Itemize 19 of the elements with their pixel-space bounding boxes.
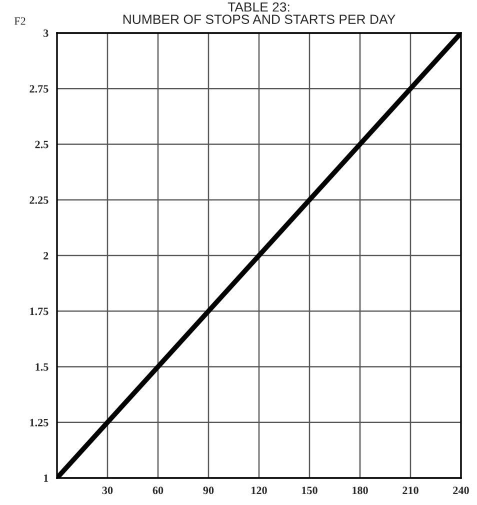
x-tick-label: 180 — [352, 486, 368, 494]
x-tick-label: 120 — [252, 486, 267, 494]
x-tick-label: 30 — [102, 486, 113, 494]
y-tick-label: 2.25 — [30, 196, 48, 204]
y-tick-label: 1.25 — [30, 418, 48, 426]
chart-title: TABLE 23: NUMBER OF STOPS AND STARTS PER DAY — [123, 2, 396, 24]
x-tick-label: 210 — [402, 486, 418, 494]
y-tick-label: 3 — [44, 29, 48, 37]
y-tick-label: 1.5 — [36, 363, 48, 371]
x-tick-label: 150 — [302, 486, 318, 494]
y-tick-label: 2 — [44, 252, 48, 260]
y-tick-label: 1.75 — [30, 308, 48, 316]
y-tick-label: 1 — [44, 474, 48, 482]
x-tick-label: 60 — [152, 486, 164, 494]
y-tick-label: 2.5 — [35, 140, 48, 148]
y-tick-label: 2.75 — [30, 85, 48, 93]
x-tick-label: 90 — [203, 486, 214, 494]
x-tick-label: 240 — [453, 486, 469, 494]
y-axis-title: F2 — [14, 17, 26, 25]
